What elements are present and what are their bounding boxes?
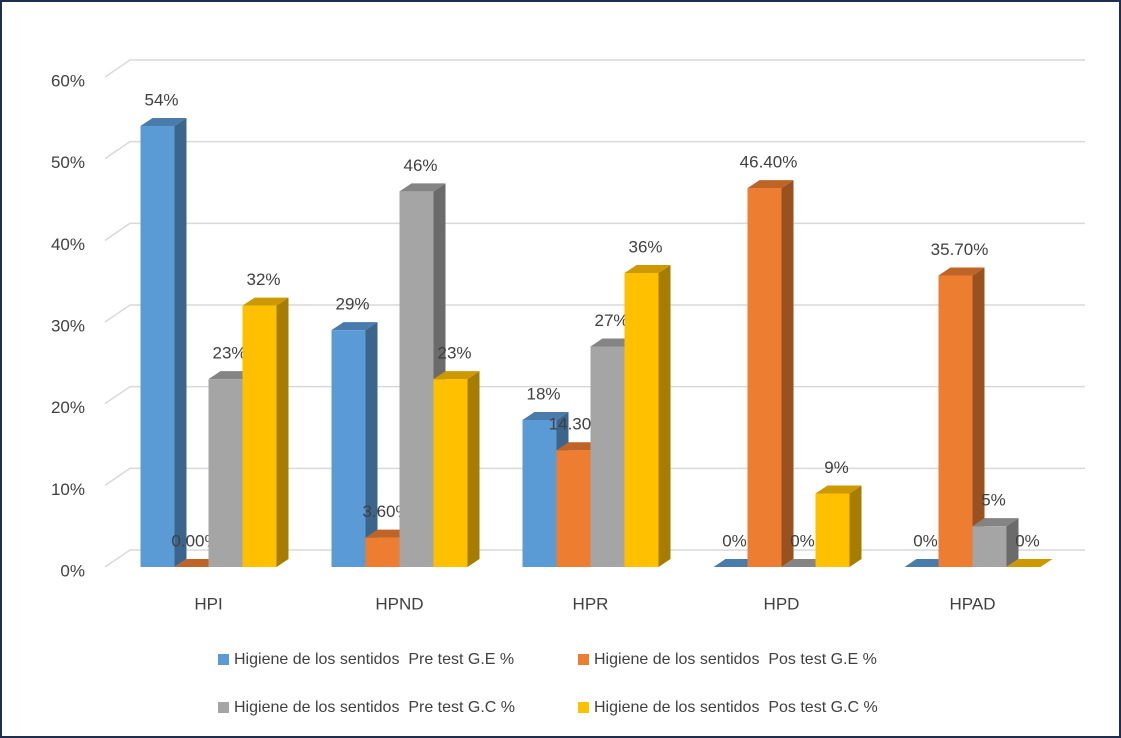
bar-top [1006,559,1053,567]
bar-top [624,265,671,273]
data-label: 0% [1015,531,1040,550]
y-tick-label: 20% [51,398,85,417]
data-label: 36% [628,237,662,256]
y-tick-label: 50% [51,153,85,172]
grid-line [104,59,1085,78]
data-label: 54% [144,90,178,109]
data-label: 27% [594,311,628,330]
bar-top [938,267,985,276]
legend-label: Higiene de los sentidos Pos test G.E % [594,651,877,668]
bar [140,126,175,567]
bar-side [781,180,794,568]
bar-top [399,183,446,192]
bar [624,273,659,567]
data-label: 32% [246,270,280,289]
y-tick-label: 10% [51,480,85,499]
bar [590,346,625,567]
data-label: 35.70% [931,240,989,259]
bar-side [174,118,187,567]
bar-top [522,412,569,420]
data-label: 23% [437,344,471,363]
legend-swatch [578,702,589,713]
data-label: 5% [981,491,1006,510]
x-tick-label: HPND [375,594,423,613]
bar-side [849,485,862,567]
legend-swatch [218,702,229,713]
y-tick-label: 30% [51,316,85,335]
bar-side [276,297,289,567]
bar-top [972,518,1019,527]
bar [208,379,243,567]
bar-side [467,371,480,567]
bar [399,191,434,568]
x-tick-label: HPAD [950,594,996,613]
bar [331,330,366,567]
legend-label: Higiene de los sentidos Pre test G.C % [234,699,515,716]
bar [433,379,468,567]
bar-top [747,180,794,189]
legend-label: Higiene de los sentidos Pos test G.C % [594,699,878,716]
x-tick-label: HPR [573,594,609,613]
data-label: 0% [790,531,815,550]
data-label: 18% [526,384,560,403]
data-label: 46.40% [740,153,798,172]
grid-line [104,140,1085,160]
data-label: 29% [335,295,369,314]
data-label: 23% [212,344,246,363]
y-tick-label: 60% [51,71,85,90]
bar [556,450,591,567]
bar-top [815,485,862,494]
bar [972,526,1007,567]
legend-swatch [578,654,589,665]
bar-side [365,322,378,567]
data-label: 0.00% [171,531,219,550]
data-label: 46% [403,156,437,175]
data-label: 3.60% [362,502,410,521]
bar-top [433,371,480,380]
data-label: 9% [824,458,849,477]
x-tick-label: HPD [764,594,800,613]
data-label: 0% [913,531,938,550]
legend-swatch [218,654,229,665]
bar-side [658,265,671,567]
x-tick-label: HPI [194,594,222,613]
bar-top [331,322,378,331]
bar [938,275,973,567]
bar [747,188,782,568]
bar-side [972,267,985,567]
bar [815,493,850,567]
bar [522,420,557,567]
bar-top [140,118,187,126]
y-tick-label: 0% [60,561,85,580]
bar [242,305,277,567]
bar-top [242,297,289,306]
legend-label: Higiene de los sentidos Pre test G.E % [234,651,514,668]
bar-side [1006,518,1019,567]
bar [365,537,400,567]
y-tick-label: 40% [51,235,85,254]
data-label: 0% [722,531,747,550]
